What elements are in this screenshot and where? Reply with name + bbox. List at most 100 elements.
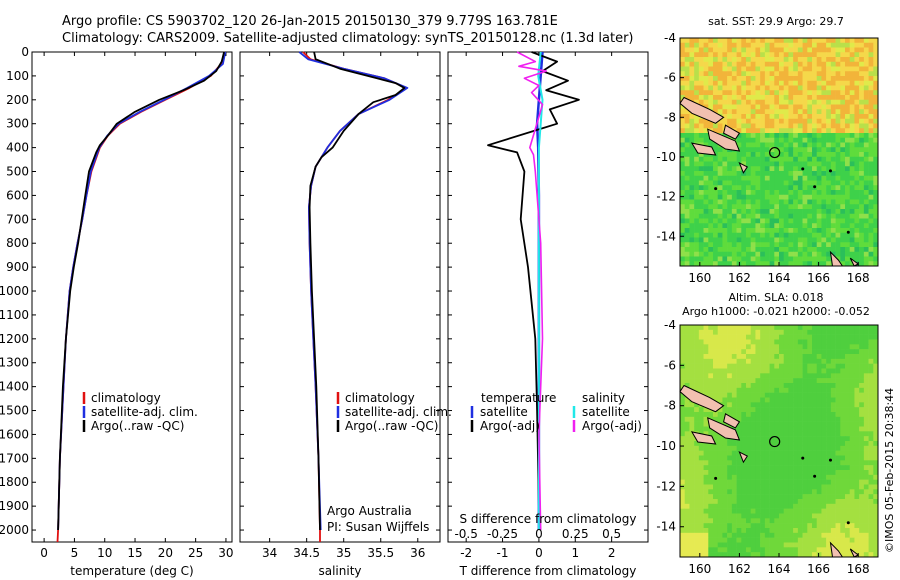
map-cell [694, 38, 700, 44]
map-cell [736, 256, 742, 262]
map-cell [783, 114, 789, 120]
map-cell [774, 508, 780, 514]
map-cell [840, 190, 846, 196]
map-cell [769, 499, 775, 505]
map-cell [863, 528, 869, 534]
map-cell [826, 378, 832, 384]
map-cell [741, 479, 747, 485]
map-cell [769, 445, 775, 451]
map-cell [694, 344, 700, 350]
map-cell [680, 441, 686, 447]
map-cell [694, 445, 700, 451]
map-cell [854, 354, 860, 360]
map-cell [779, 325, 785, 331]
map-cell [797, 503, 803, 509]
map-cell [854, 532, 860, 538]
map-cell [788, 142, 794, 148]
map-cell [684, 76, 690, 82]
map-cell [722, 85, 728, 91]
map-cell [788, 204, 794, 210]
map-cell [755, 373, 761, 379]
map-cell [755, 42, 761, 48]
map-cell [750, 85, 756, 91]
map-cell [830, 402, 836, 408]
map-cell [821, 392, 827, 398]
sla-map-title-2: Argo h1000: -0.021 h2000: -0.052 [682, 305, 870, 318]
map-cell [731, 237, 737, 243]
map-cell [793, 47, 799, 53]
map-cell [826, 426, 832, 432]
map-cell [802, 518, 808, 524]
map-cell [750, 358, 756, 364]
map-cell [816, 368, 822, 374]
map-cell [826, 358, 832, 364]
map-cell [821, 407, 827, 413]
map-cell [694, 199, 700, 205]
map-cell [708, 213, 714, 219]
map-cell [859, 137, 865, 143]
map-cell [741, 66, 747, 72]
map-cell [680, 251, 686, 257]
map-cell [722, 80, 728, 86]
map-cell [755, 95, 761, 101]
map-cell [868, 66, 874, 72]
map-cell [788, 378, 794, 384]
map-cell [689, 499, 695, 505]
map-cell [769, 363, 775, 369]
map-cell [863, 142, 869, 148]
map-cell [854, 325, 860, 331]
map-cell [797, 329, 803, 335]
map-cell [722, 325, 728, 331]
map-cell [863, 513, 869, 519]
map-cell [694, 223, 700, 229]
map-cell [826, 57, 832, 63]
map-cell [689, 261, 695, 267]
map-cell [736, 104, 742, 110]
map-cell [868, 354, 874, 360]
map-cell [722, 242, 728, 248]
map-cell [788, 242, 794, 248]
map-cell [779, 503, 785, 509]
map-cell [698, 256, 704, 262]
map-cell [731, 256, 737, 262]
map-cell [863, 175, 869, 181]
map-cell [694, 368, 700, 374]
map-cell [835, 152, 841, 158]
map-cell [779, 104, 785, 110]
map-cell [764, 441, 770, 447]
map-cell [830, 118, 836, 124]
map-cell [727, 213, 733, 219]
map-cell [684, 161, 690, 167]
map-cell [769, 242, 775, 248]
map-cell [812, 133, 818, 139]
map-cell [816, 528, 822, 534]
map-cell [849, 152, 855, 158]
map-cell [774, 436, 780, 442]
map-cell [793, 190, 799, 196]
map-cell [863, 383, 869, 389]
map-cell [840, 218, 846, 224]
map-cell [727, 104, 733, 110]
map-cell [755, 204, 761, 210]
map-cell [750, 392, 756, 398]
map-cell [708, 378, 714, 384]
map-cell [812, 503, 818, 509]
series-line-satellite-adj-clim- [57, 51, 227, 531]
map-cell [840, 503, 846, 509]
map-cell [750, 349, 756, 355]
map-cell [760, 76, 766, 82]
map-cell [845, 407, 851, 413]
map-cell [863, 242, 869, 248]
map-cell [774, 61, 780, 67]
map-cell [736, 47, 742, 53]
map-cell [694, 334, 700, 340]
map-cell [680, 90, 686, 96]
map-cell [703, 528, 709, 534]
map-cell [802, 339, 808, 345]
map-cell [868, 407, 874, 413]
map-cell [840, 213, 846, 219]
map-cell [760, 66, 766, 72]
map-cell [755, 484, 761, 490]
map-cell [863, 465, 869, 471]
map-cell [840, 325, 846, 331]
